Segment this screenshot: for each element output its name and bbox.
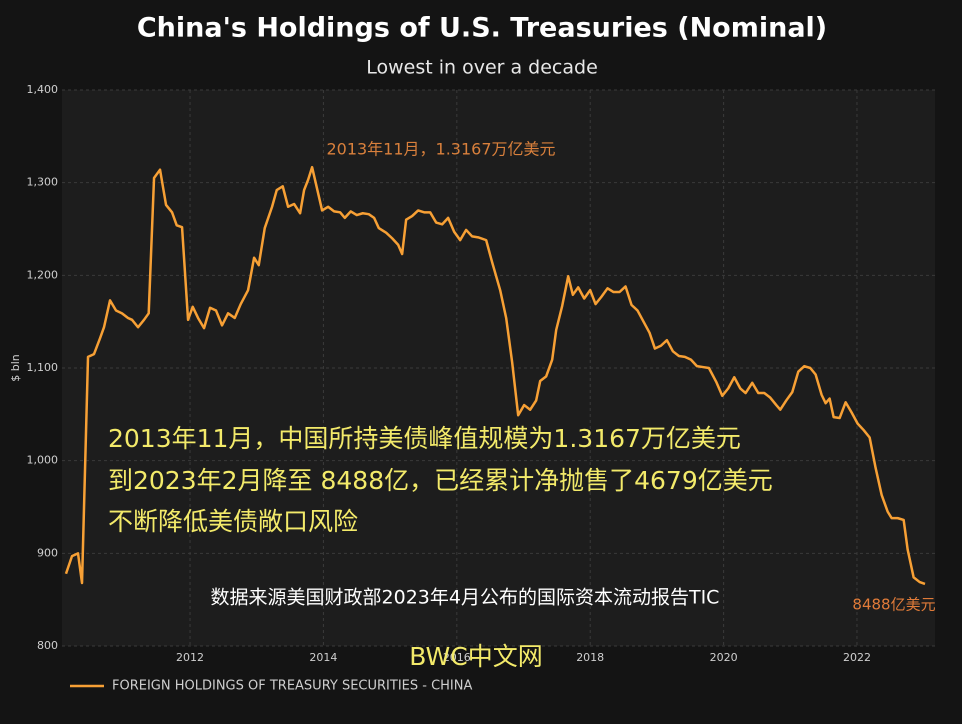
annotation: 不断降低美债敞口风险 — [108, 507, 358, 536]
x-tick-label: 2022 — [843, 651, 871, 664]
y-tick-label: 1,000 — [27, 454, 59, 467]
x-tick-label: 2012 — [176, 651, 204, 664]
annotation: 2013年11月，1.3167万亿美元 — [326, 140, 555, 159]
chart-title: China's Holdings of U.S. Treasuries (Nom… — [137, 13, 827, 44]
x-tick-label: 2020 — [710, 651, 738, 664]
annotation: 2013年11月，中国所持美债峰值规模为1.3167万亿美元 — [108, 424, 741, 453]
y-axis-label: $ bln — [9, 354, 22, 382]
legend-label: FOREIGN HOLDINGS OF TREASURY SECURITIES … — [112, 679, 472, 694]
data-line — [64, 165, 926, 586]
y-tick-label: 800 — [37, 639, 58, 652]
x-tick-label: 2016 — [443, 651, 471, 664]
y-tick-label: 1,100 — [27, 361, 59, 374]
y-tick-label: 900 — [37, 546, 58, 559]
y-tick-label: 1,200 — [27, 268, 59, 281]
annotation: BWC中文网 — [409, 642, 542, 671]
x-tick-label: 2014 — [309, 651, 337, 664]
y-tick-label: 1,400 — [27, 83, 59, 96]
x-tick-label: 2018 — [576, 651, 604, 664]
annotation: 数据来源美国财政部2023年4月公布的国际资本流动报告TIC — [211, 587, 720, 609]
chart-subtitle: Lowest in over a decade — [366, 57, 598, 79]
annotation: 8488亿美元 — [852, 596, 935, 614]
y-tick-label: 1,300 — [27, 176, 59, 189]
annotation: 到2023年2月降至 8488亿，已经累计净抛售了4679亿美元 — [108, 466, 773, 495]
